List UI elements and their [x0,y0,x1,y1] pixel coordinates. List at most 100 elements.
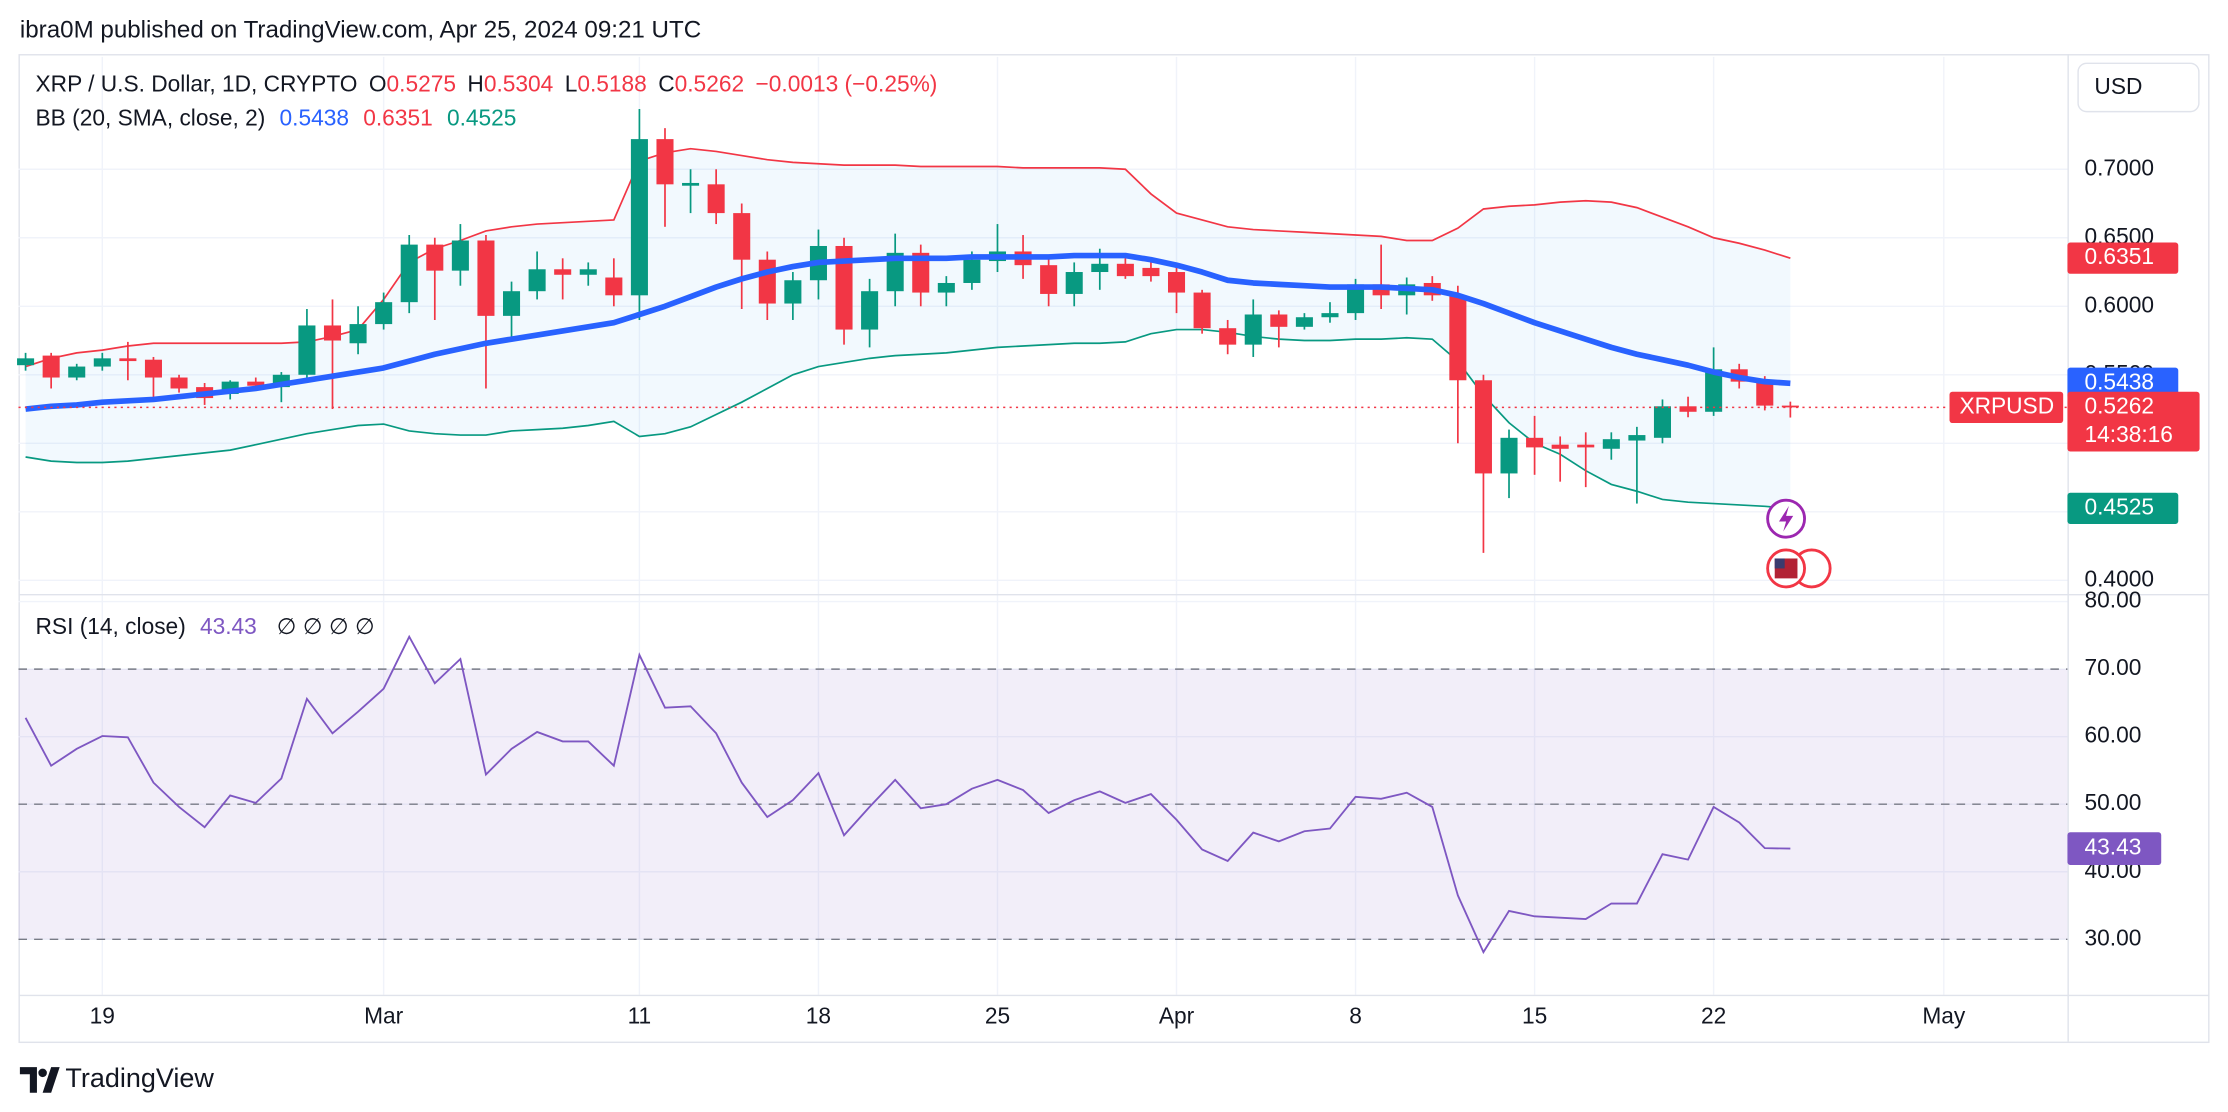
currency-label[interactable]: USD [2094,73,2142,99]
candle-body [1091,263,1109,273]
price-badge [2067,242,2179,274]
candle-body [42,355,60,378]
bb-value: 0.5438 [280,104,350,130]
symbol-legend: XRP / U.S. Dollar, 1D, CRYPTO O0.5275 H0.5… [36,70,938,96]
candle-body [1628,435,1646,441]
symbol-title: XRP / U.S. Dollar, 1D, CRYPTO [36,70,358,96]
candle-body [1040,265,1058,294]
last-price-label: 0.5262 [2084,392,2154,418]
candle-body [1551,444,1569,449]
ohlc-value: 0.5262 [675,70,745,96]
candle-body [1116,263,1134,277]
candle-body [1705,369,1723,412]
y-tick-label: 80.00 [2084,587,2141,613]
rsi-badge [2067,832,2162,865]
candle-body [426,244,444,271]
candle-body [1193,292,1211,329]
ohlc-label: L [565,70,578,96]
rsi-value: 43.43 [200,613,257,639]
candle-body [247,381,265,386]
bb-band-line [25,147,1791,368]
y-tick-label: 0.4000 [2084,565,2154,591]
y-tick-label: 70.00 [2084,654,2141,680]
price-badge [2067,367,2179,399]
candle-body [1244,314,1262,345]
flag-canton [1774,558,1785,569]
candle-body [323,325,342,341]
candle-body [1219,328,1237,345]
candle-body [605,277,623,296]
candle-body [554,269,572,275]
candle-body [1756,381,1774,406]
candle-body [784,280,802,304]
candle-body [682,182,700,186]
candle-body [1347,284,1365,314]
candle-body [963,259,981,283]
candle-body [1526,437,1544,448]
candle-body [1577,444,1595,448]
rsi-badge-label: 43.43 [2084,834,2141,860]
price-badge-label: 0.5438 [2084,368,2154,394]
price-badge [2067,492,2179,525]
symbol-badge [1949,391,2064,424]
logo-mark [19,1067,60,1093]
y-tick-label: 60.00 [2084,722,2141,748]
candle-body [528,269,546,292]
x-tick-label: 25 [985,1002,1010,1028]
ohlc-label: C [658,70,674,96]
candle-body [758,259,776,304]
publisher-header: ibra0M published on TradingView.com, Apr… [20,17,701,44]
candle-body [707,184,725,214]
last-price-badge [2067,391,2200,452]
candle-body [1653,406,1671,438]
bb-band-line [25,328,1791,510]
candle-body [1500,437,1518,474]
candle-body [1781,405,1799,408]
symbol-badge-label: XRPUSD [1959,392,2054,418]
candle-body [1065,272,1083,294]
candle-body [451,240,469,271]
ohlc-value: 0.5304 [484,70,553,96]
bb-basis-line [25,252,1791,412]
candle-body [298,325,316,375]
bb-value: 0.4525 [447,104,517,130]
chart-frame [18,54,2210,1044]
data-layer [17,108,2068,955]
event-icons [1766,498,1832,589]
candle-body [17,358,35,366]
x-tick-label: Mar [364,1002,404,1028]
y-tick-label: 50.00 [2084,789,2141,815]
candle-body [1167,272,1186,293]
ohlc-value: 0.5188 [577,70,647,96]
candle-body [733,213,751,260]
candle-body [1295,317,1313,327]
rsi-extras: ∅ ∅ ∅ ∅ [277,613,375,639]
candle-body [1321,313,1339,318]
candle-body [1474,380,1492,474]
candle-body [375,302,393,325]
footer-brand: TradingView [65,1063,214,1093]
candle-body [170,377,188,389]
x-tick-label: 19 [90,1002,115,1028]
x-tick-label: 15 [1522,1002,1547,1028]
candle-body [861,291,879,330]
y-tick-label: 0.6000 [2084,291,2154,317]
x-tick-label: 22 [1701,1002,1726,1028]
candle-body [630,139,648,296]
candle-body [912,252,930,293]
candle-body [656,139,674,185]
price-badge-label: 0.4525 [2084,493,2154,519]
candle-body [1449,295,1467,381]
x-tick-label: Apr [1159,1002,1195,1028]
candle-body [400,244,418,303]
tradingview-logo [19,1067,60,1093]
currency-button[interactable] [2077,62,2200,113]
candle-body [1679,406,1697,412]
candle-body [579,269,597,275]
candle-body [503,291,521,316]
price-badge-label: 0.6351 [2084,243,2154,269]
candle-body [937,282,955,293]
